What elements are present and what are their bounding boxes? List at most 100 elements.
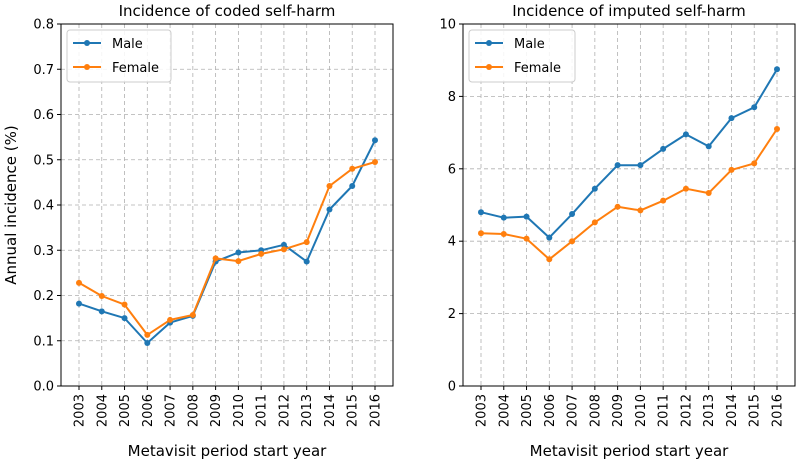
data-point-male xyxy=(660,145,667,152)
data-point-female xyxy=(280,246,287,253)
y-tick-label: 0.2 xyxy=(33,289,54,304)
data-point-female xyxy=(682,185,689,192)
data-point-male xyxy=(76,300,82,307)
x-tick-label: 2014 xyxy=(725,394,740,427)
data-point-female xyxy=(478,230,484,237)
legend-label-female: Female xyxy=(112,61,159,76)
data-point-female xyxy=(98,292,105,299)
data-point-female xyxy=(591,219,598,226)
x-tick-label: 2007 xyxy=(566,394,581,427)
data-point-female xyxy=(212,255,219,262)
legend-marker-male xyxy=(84,40,90,46)
data-point-male xyxy=(144,340,151,347)
x-ticks: 2003 2004 2005 2006 2007 2008 2009 2010 2011 2012… xyxy=(73,386,384,427)
data-point-female xyxy=(637,207,644,214)
x-tick-label: 2013 xyxy=(702,394,717,427)
data-point-male xyxy=(637,162,644,169)
x-tick-label: 2015 xyxy=(346,394,361,427)
grid xyxy=(61,24,393,386)
x-tick-label: 2012 xyxy=(679,394,694,427)
data-point-female xyxy=(121,301,128,308)
x-tick-label: 2008 xyxy=(186,394,201,427)
y-tick-label: 0.1 xyxy=(33,334,54,349)
data-point-female xyxy=(569,238,576,245)
x-tick-label: 2010 xyxy=(232,394,247,427)
y-tick-label: 0.3 xyxy=(33,244,54,259)
plot-frame xyxy=(462,23,796,387)
data-point-female xyxy=(751,160,758,167)
data-point-male xyxy=(523,213,530,220)
series-line-male xyxy=(78,139,376,344)
legend-label-male: Male xyxy=(112,37,143,52)
data-point-female xyxy=(326,182,333,189)
x-tick-label: 2009 xyxy=(209,394,224,427)
chart-title: Incidence of coded self-harm xyxy=(119,2,336,20)
legend-label-male: Male xyxy=(514,37,545,52)
grid xyxy=(463,24,795,386)
y-ticks: 0 2 4 6 8 10 xyxy=(439,18,463,395)
data-point-female xyxy=(349,165,356,172)
y-tick-label: 0.4 xyxy=(33,199,54,214)
x-tick-label: 2006 xyxy=(543,394,558,427)
series-line-female xyxy=(78,161,376,336)
x-tick-label: 2009 xyxy=(611,394,626,427)
data-point-male xyxy=(500,214,507,221)
legend-entry-male: Male xyxy=(73,37,143,52)
x-tick-label: 2012 xyxy=(277,394,292,427)
data-point-male xyxy=(303,258,310,265)
data-point-male xyxy=(591,185,598,192)
x-tick-label: 2004 xyxy=(497,394,512,427)
legend: Male Female xyxy=(66,29,172,83)
x-ticks: 2003 2004 2005 2006 2007 2008 2009 2010 2011 2012… xyxy=(475,386,786,427)
chart-imputed-self-harm: Incidence of imputed self-harm Metavisit… xyxy=(439,2,796,460)
data-point-male xyxy=(774,66,780,73)
data-point-male xyxy=(98,308,105,315)
x-tick-label: 2008 xyxy=(588,394,603,427)
x-tick-label: 2011 xyxy=(657,394,672,427)
y-ticks: 0.0 0.1 0.2 0.3 0.4 0.5 0.6 0.7 0.8 xyxy=(33,18,61,395)
data-point-female xyxy=(500,230,507,237)
legend-entry-female: Female xyxy=(73,61,159,76)
y-tick-label: 0 xyxy=(448,380,456,395)
data-point-female xyxy=(705,190,712,197)
x-tick-label: 2003 xyxy=(475,394,490,427)
data-point-male xyxy=(280,241,287,248)
data-point-male xyxy=(569,211,576,218)
data-point-male xyxy=(751,104,758,111)
x-tick-label: 2010 xyxy=(634,394,649,427)
x-tick-label: 2013 xyxy=(300,394,315,427)
data-point-male xyxy=(728,115,735,122)
x-tick-label: 2016 xyxy=(369,394,384,427)
x-axis-label: Metavisit period start year xyxy=(530,442,729,460)
y-tick-label: 0.5 xyxy=(33,153,54,168)
legend-entry-male: Male xyxy=(475,37,545,52)
x-tick-label: 2005 xyxy=(118,394,133,427)
data-point-female xyxy=(76,279,82,286)
x-tick-label: 2003 xyxy=(73,394,88,427)
data-point-male xyxy=(682,131,689,138)
data-point-male xyxy=(705,143,712,150)
series-lines xyxy=(76,137,378,347)
chart-title: Incidence of imputed self-harm xyxy=(512,2,746,20)
data-point-female xyxy=(546,256,553,263)
data-point-male xyxy=(372,137,378,144)
y-tick-label: 6 xyxy=(448,162,456,177)
y-tick-label: 2 xyxy=(448,307,456,322)
chart-coded-self-harm: Incidence of coded self-harm Annual inci… xyxy=(2,2,394,460)
y-tick-label: 4 xyxy=(448,235,456,250)
y-tick-label: 10 xyxy=(439,18,456,33)
y-tick-label: 8 xyxy=(448,90,456,105)
x-tick-label: 2005 xyxy=(520,394,535,427)
y-tick-label: 0.8 xyxy=(33,18,54,33)
data-point-female xyxy=(235,258,242,265)
series-line-male xyxy=(480,68,778,239)
y-tick-label: 0.7 xyxy=(33,63,54,78)
data-point-female xyxy=(303,239,310,246)
y-tick-label: 0.6 xyxy=(33,108,54,123)
data-point-female xyxy=(372,159,378,166)
legend-marker-female xyxy=(84,64,90,70)
data-point-male xyxy=(478,209,484,216)
data-point-male xyxy=(349,182,356,189)
x-tick-label: 2007 xyxy=(164,394,179,427)
